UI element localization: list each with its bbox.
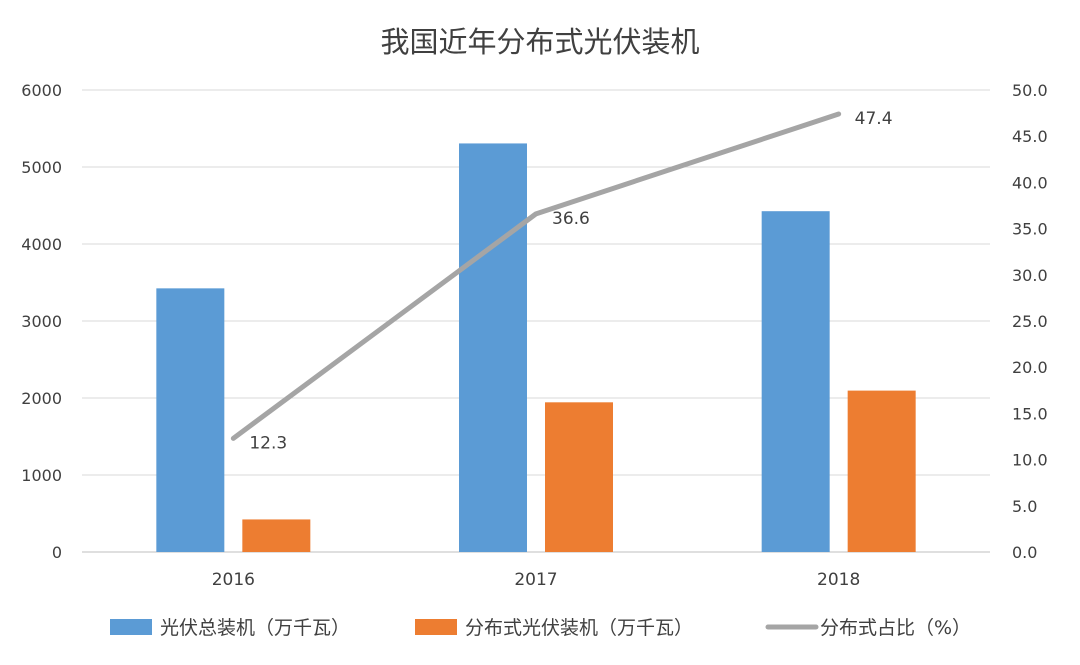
right-axis-tick-label: 15.0 [1012,404,1048,423]
line-point [231,436,235,440]
bar [761,211,830,552]
left-axis-tick-label: 2000 [21,389,62,408]
line-series [230,111,842,441]
right-axis-tick-label: 5.0 [1012,497,1037,516]
left-axis-tick-label: 5000 [21,158,62,177]
gridlines [82,89,990,553]
right-axis-tick-label: 35.0 [1012,220,1048,239]
right-axis-tick-label: 40.0 [1012,173,1048,192]
legend-swatch [110,619,152,635]
line-point [534,212,538,216]
x-axis-tick-label: 2018 [817,570,860,590]
x-axis: 2016 2017 2018 [212,570,861,590]
left-axis-tick-label: 1000 [21,466,62,485]
legend-swatch [415,619,457,635]
right-axis-tick-label: 10.0 [1012,451,1048,470]
data-labels: 12.3 36.6 47.4 [249,109,892,453]
x-axis-tick-label: 2017 [514,570,557,590]
right-axis-tick-label: 50.0 [1012,81,1048,100]
data-label: 12.3 [249,433,287,453]
left-axis-tick-label: 0 [52,543,62,562]
bars [156,143,916,553]
bar [459,143,527,553]
bar [847,390,916,552]
line-point [837,112,841,116]
line-series-path [230,111,842,441]
left-axis-tick-label: 4000 [21,235,62,254]
legend-label: 分布式光伏装机（万千瓦） [465,617,693,639]
right-axis-tick-label: 30.0 [1012,266,1048,285]
left-axis-tick-label: 3000 [21,312,62,331]
data-label: 47.4 [855,109,893,129]
right-axis: 0.0 5.0 10.0 15.0 20.0 25.0 30.0 35.0 40.0 45.0 50… [1012,81,1048,562]
bar [242,519,311,552]
right-axis-tick-label: 0.0 [1012,543,1037,562]
legend-label: 分布式占比（%） [820,617,971,639]
x-axis-tick-label: 2016 [212,570,255,590]
right-axis-tick-label: 20.0 [1012,358,1048,377]
legend-label: 光伏总装机（万千瓦） [160,617,350,639]
bar [545,402,613,552]
legend: 光伏总装机（万千瓦） 分布式光伏装机（万千瓦） 分布式占比（%） [110,617,971,639]
bar [156,288,225,552]
right-axis-tick-label: 45.0 [1012,127,1048,146]
left-axis-tick-label: 6000 [21,81,62,100]
right-axis-tick-label: 25.0 [1012,312,1048,331]
left-axis: 0 1000 2000 3000 4000 5000 6000 [21,81,62,562]
data-label: 36.6 [552,209,590,229]
chart-title: 我国近年分布式光伏装机 [380,25,699,59]
